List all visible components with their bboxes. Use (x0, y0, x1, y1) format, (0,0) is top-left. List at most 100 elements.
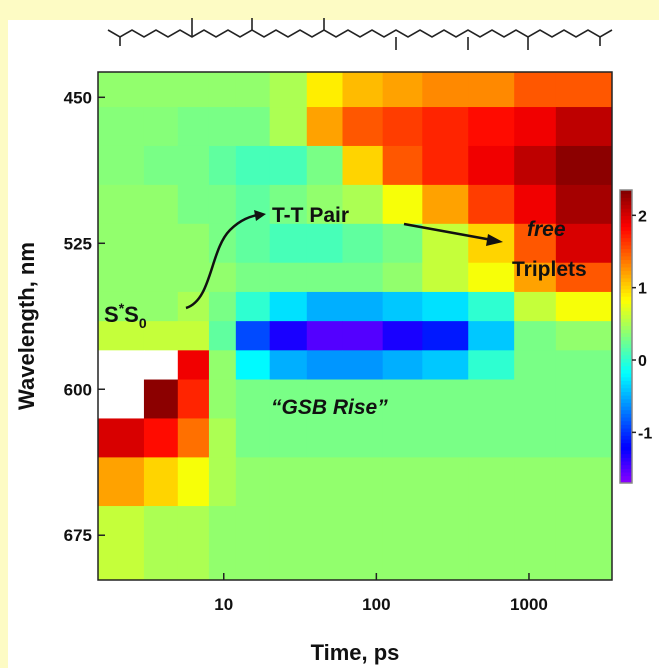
heat-cell (382, 72, 423, 108)
heat-cell (235, 291, 271, 322)
plot-frame (97, 71, 613, 581)
heat-cell (143, 107, 179, 147)
heat-cell (422, 262, 469, 293)
heat-cell (555, 184, 613, 225)
heat-cell (382, 418, 423, 458)
heat-cell (208, 379, 237, 419)
colorbar-segment (620, 292, 632, 297)
colorbar-segment (620, 340, 632, 345)
heat-cell (269, 321, 308, 351)
molecule (107, 29, 613, 38)
heat-cell (306, 107, 343, 147)
heat-cell (514, 379, 557, 419)
colorbar-segment (620, 365, 632, 370)
heat-cell (342, 72, 384, 108)
heat-cell (468, 506, 515, 581)
colorbar-segment (620, 428, 632, 433)
heatmap (98, 72, 613, 581)
heat-cell (342, 457, 384, 507)
colorbar-segment (620, 336, 632, 341)
colorbar-segment (620, 252, 632, 257)
colorbar-segment (620, 380, 632, 385)
colorbar-segment (620, 204, 632, 209)
heat-cell (98, 291, 145, 322)
heat-cell (514, 506, 557, 581)
heat-cell (269, 418, 308, 458)
heat-cell (143, 321, 179, 351)
colorbar-segment (620, 190, 632, 195)
heat-cell (514, 184, 557, 225)
heat-cell (422, 457, 469, 507)
heat-cell (235, 379, 271, 419)
colorbar-segment (620, 303, 632, 308)
heat-cell (514, 350, 557, 381)
heat-cell (143, 291, 179, 322)
heat-cell (177, 184, 210, 225)
top-band (0, 0, 659, 20)
heat-cell (235, 457, 271, 507)
colorbar-segment (620, 402, 632, 407)
colorbar-segment (620, 420, 632, 425)
colorbar-segment (620, 387, 632, 392)
heat-cell (177, 350, 210, 381)
heat-cell (306, 457, 343, 507)
colorbar-segment (620, 358, 632, 363)
heat-cell (468, 72, 515, 108)
colorbar-segment (620, 215, 632, 220)
heat-cell (98, 262, 145, 293)
heat-cell (555, 145, 613, 186)
heat-cell (422, 379, 469, 419)
heat-cell (143, 72, 179, 108)
heat-cell (382, 321, 423, 351)
heat-cell (269, 145, 308, 186)
heat-cell (177, 107, 210, 147)
colorbar-segment (620, 362, 632, 367)
heat-cell (382, 457, 423, 507)
heat-cell (98, 457, 145, 507)
heat-cell (382, 262, 423, 293)
heat-cell (306, 379, 343, 419)
colorbar-segment (620, 376, 632, 381)
colorbar-segment (620, 450, 632, 455)
state-part: 0 (139, 315, 147, 331)
state-part: S (104, 302, 119, 327)
state-part: S (124, 302, 139, 327)
heat-cell (177, 72, 210, 108)
heat-cell (306, 350, 343, 381)
heat-cell (269, 457, 308, 507)
methyls (119, 18, 601, 50)
heat-cell (555, 291, 613, 322)
heat-cell (382, 145, 423, 186)
heat-cell (208, 223, 237, 264)
colorbar-segment (620, 373, 632, 378)
heat-cell (235, 184, 271, 225)
heat-cell (143, 379, 179, 419)
colorbar-segment (620, 314, 632, 319)
y-tick-label: 600 (64, 380, 92, 399)
colorbar-segment (620, 354, 632, 359)
colorbar-segment (620, 464, 632, 469)
heat-cell (98, 418, 145, 458)
heat-cell (382, 350, 423, 381)
heat-cell (342, 506, 384, 581)
heat-cell (306, 262, 343, 293)
heat-cell (555, 72, 613, 108)
colorbar-segment (620, 406, 632, 411)
heat-cell (555, 457, 613, 507)
heat-cell (143, 418, 179, 458)
heat-cell (468, 145, 515, 186)
heat-cell (306, 72, 343, 108)
colorbar-segment (620, 325, 632, 330)
heat-cell (208, 321, 237, 351)
colorbar-segment (620, 475, 632, 480)
heat-cell (382, 107, 423, 147)
heat-cell (177, 145, 210, 186)
heat-cell (235, 107, 271, 147)
colorbar-segment (620, 431, 632, 436)
heat-cell (422, 321, 469, 351)
state-part: * (119, 300, 125, 316)
colorbar-segment (620, 321, 632, 327)
heat-cell (382, 223, 423, 264)
colorbar-tick-label: 0 (638, 353, 647, 370)
